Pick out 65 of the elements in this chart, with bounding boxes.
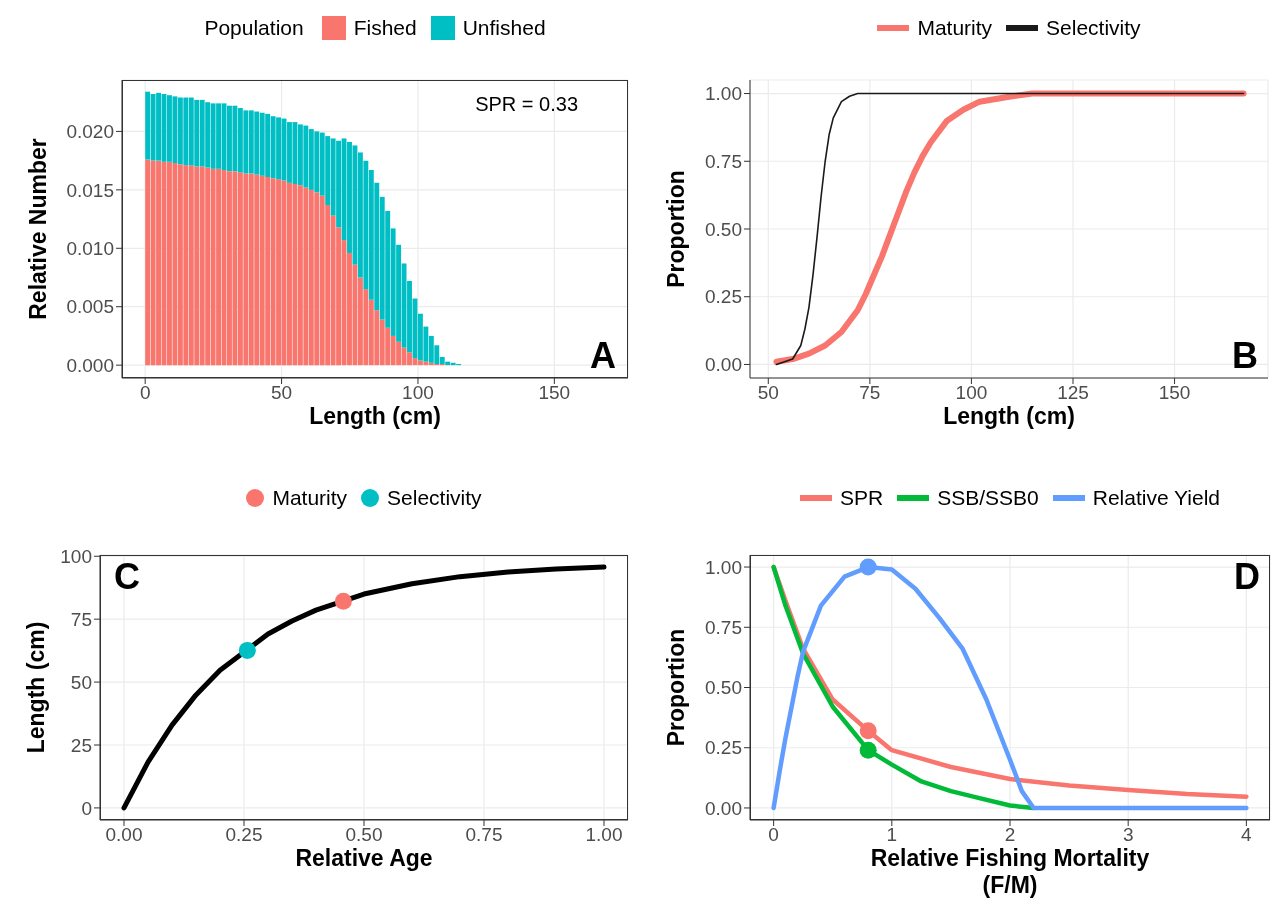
x-tick-label: 125 [1057,382,1089,404]
x-tick-label: 100 [955,382,988,404]
x-tick-label: 50 [757,382,779,404]
point [859,741,877,759]
annotation: B [1232,335,1258,377]
annotation: C [114,556,140,597]
legend-label: Maturity [917,16,993,40]
y-tick-label: 0.50 [705,677,742,699]
y-tick-label: 0.75 [705,617,742,639]
x-tick-label: 50 [271,382,293,404]
x-tick-label: 100 [402,382,434,404]
x-axis-title: Relative Fishing Mortality (F/M) [870,845,1150,898]
y-tick-label: 25 [70,734,92,756]
x-tick-label: 0.25 [225,824,263,846]
y-tick-label: 0.015 [66,179,114,201]
annotation: A [590,335,616,377]
legend-label: Selectivity [1046,16,1141,40]
x-tick-label: 2 [1004,824,1016,846]
x-axis-title: Length (cm) [943,403,1075,429]
legend-label: Fished [353,16,417,40]
y-tick-label: 0.50 [705,218,742,240]
y-tick-label: 0.25 [705,286,742,308]
y-tick-label: 75 [70,608,92,630]
y-axis-title: Proportion [663,170,689,288]
y-tick-label: 0.005 [66,296,114,318]
x-tick-label: 1.00 [585,824,623,846]
annotation: D [1234,556,1260,597]
y-axis-title: Relative Number [25,138,51,320]
x-axis-title: Relative Age [295,845,433,871]
x-tick-label: 1 [886,824,898,846]
y-tick-label: 1.00 [705,83,742,105]
y-axis-title: Proportion [663,628,689,747]
y-tick-label: 0 [81,797,92,819]
legend-label: Selectivity [387,486,482,510]
point [859,722,877,740]
y-tick-label: 50 [70,671,92,693]
y-tick-label: 0.00 [705,797,742,819]
y-tick-label: 0.25 [705,737,742,759]
legend-label: Relative Yield [1092,486,1220,510]
x-tick-label: 0.50 [345,824,383,846]
y-tick-label: 1.00 [705,556,742,578]
y-tick-label: 0.75 [705,151,742,173]
x-axis-title: Length (cm) [309,403,441,429]
x-tick-label: 0.75 [465,824,503,846]
x-tick-label: 0 [139,382,151,404]
y-axis-title: Length (cm) [23,621,49,754]
y-tick-label: 100 [60,546,92,567]
x-tick-label: 150 [1158,382,1191,404]
y-tick-label: 0.020 [66,121,114,143]
x-tick-label: 0 [768,824,779,846]
x-tick-label: 4 [1241,824,1253,846]
legend-label: SSB/SSB0 [937,486,1039,510]
x-tick-label: 3 [1122,824,1134,846]
y-tick-label: 0.010 [66,238,114,260]
point [859,558,877,576]
y-tick-label: 0.00 [705,354,742,376]
legend-title: Population [204,16,304,40]
y-tick-label: 0.000 [66,354,114,376]
annotation: SPR = 0.33 [475,93,578,115]
x-tick-label: 0.00 [105,824,143,846]
legend-label: Unfished [462,16,546,40]
x-tick-label: 75 [859,382,881,404]
x-tick-label: 150 [538,382,571,404]
legend-label: Maturity [272,486,348,510]
legend-label: SPR [840,486,884,510]
